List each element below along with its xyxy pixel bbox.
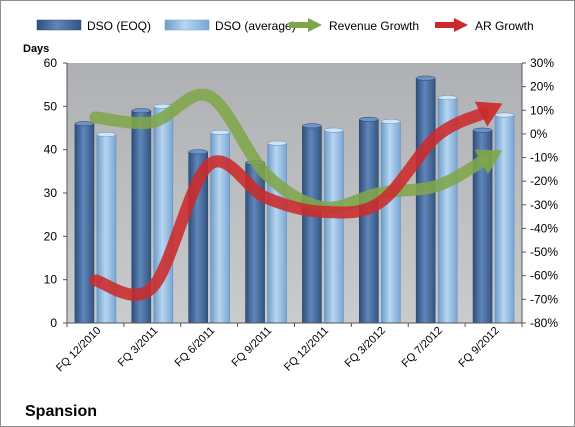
bar-dso-eoq-top [302,123,322,129]
x-tick-label: FQ 3/2011 [116,325,161,370]
y2-tick-label: -60% [530,269,558,283]
bar-dso-eoq [302,123,322,324]
y-tick-label: 50 [44,99,58,113]
bar-dso-average-body [494,114,515,324]
bar-dso-average-top [210,129,230,135]
x-tick-label: FQ 6/2011 [173,325,218,370]
bar-dso-eoq-top [359,116,379,122]
bar-dso-average [381,119,401,324]
legend-arrowhead-revenue-growth [308,18,322,32]
y2-tick-label: 30% [530,56,554,70]
bar-dso-eoq-body [359,119,379,324]
x-tick-label: FQ 7/2012 [400,325,445,370]
y2-tick-label: -10% [530,151,558,165]
bar-dso-average-top [437,95,458,101]
legend-item-ar-growth: AR Growth [435,18,534,33]
legend: DSO (EOQ) DSO (average) Revenue Growth A… [36,18,534,33]
lines-layer [89,88,503,301]
legend-label-revenue-growth: Revenue Growth [329,19,419,33]
legend-swatch-dso-average [164,19,210,31]
legend-item-dso-average: DSO (average) [164,19,296,33]
y-tick-label: 10 [44,273,58,287]
bar-dso-eoq [415,75,436,324]
y2-tick-label: 20% [530,80,554,94]
legend-label-dso-average: DSO (average) [215,19,296,33]
y2-tick-label: -30% [530,198,558,212]
bar-dso-average [267,140,287,324]
bar-dso-eoq-top [74,121,95,127]
bar-dso-eoq-top [472,127,493,133]
bar-dso-average [494,112,515,324]
bar-dso-eoq-body [74,123,95,324]
bar-dso-average-top [324,127,344,133]
y-tick-label: 40 [44,143,58,157]
bar-dso-eoq [359,116,379,324]
x-tick-label: FQ 12/2010 [54,325,104,375]
bar-dso-eoq-body [302,125,322,324]
x-tick-label: FQ 3/2012 [343,325,388,370]
bar-dso-eoq-top [415,75,436,81]
legend-item-revenue-growth: Revenue Growth [289,18,419,33]
bar-dso-eoq [472,127,493,324]
chart-title: Spansion [25,403,97,420]
legend-label-ar-growth: AR Growth [475,19,534,33]
y-tick-label: 30 [44,186,58,200]
legend-label-dso-eoq: DSO (EOQ) [87,19,151,33]
bar-dso-average-body [381,121,401,324]
bar-dso-average-top [267,140,287,146]
arrowhead-ar-growth [474,101,503,127]
bar-dso-eoq-top [131,108,152,114]
y2-tick-label: 10% [530,103,554,117]
y2-tick-label: -80% [530,316,558,330]
y-tick-label: 0 [50,316,57,330]
bar-dso-average-top [381,119,401,124]
y2-tick-label: -40% [530,221,558,235]
legend-swatch-dso-eoq [36,19,82,31]
legend-arrowhead-ar-growth [454,18,468,32]
y-axis-title: Days [23,43,49,55]
arrowhead-revenue-growth [474,149,503,175]
bars-layer [74,75,515,324]
bar-dso-eoq-body [415,77,436,324]
y-tick-label: 20 [44,229,58,243]
x-tick-label: FQ 9/2012 [456,325,501,370]
y2-tick-label: -20% [530,174,558,188]
bar-dso-average [210,129,230,324]
bar-dso-average-top [494,112,515,118]
bar-dso-eoq-top [188,149,208,155]
bar-dso-eoq [74,121,95,324]
legend-item-dso-eoq: DSO (EOQ) [36,19,151,33]
line-ar-growth [89,107,489,301]
bar-dso-average-body [324,129,344,324]
bar-dso-average-top [96,132,117,137]
y2-tick-label: -70% [530,292,558,306]
bar-dso-average [324,127,344,324]
bar-dso-eoq [131,108,152,324]
y2-tick-label: -50% [530,245,558,259]
x-tick-label: FQ 9/2011 [230,325,275,370]
y2-tick-label: 0% [530,127,548,141]
line-revenue-growth [89,88,490,214]
y-tick-label: 60 [44,56,58,70]
x-tick-label: FQ 12/2011 [282,325,331,374]
